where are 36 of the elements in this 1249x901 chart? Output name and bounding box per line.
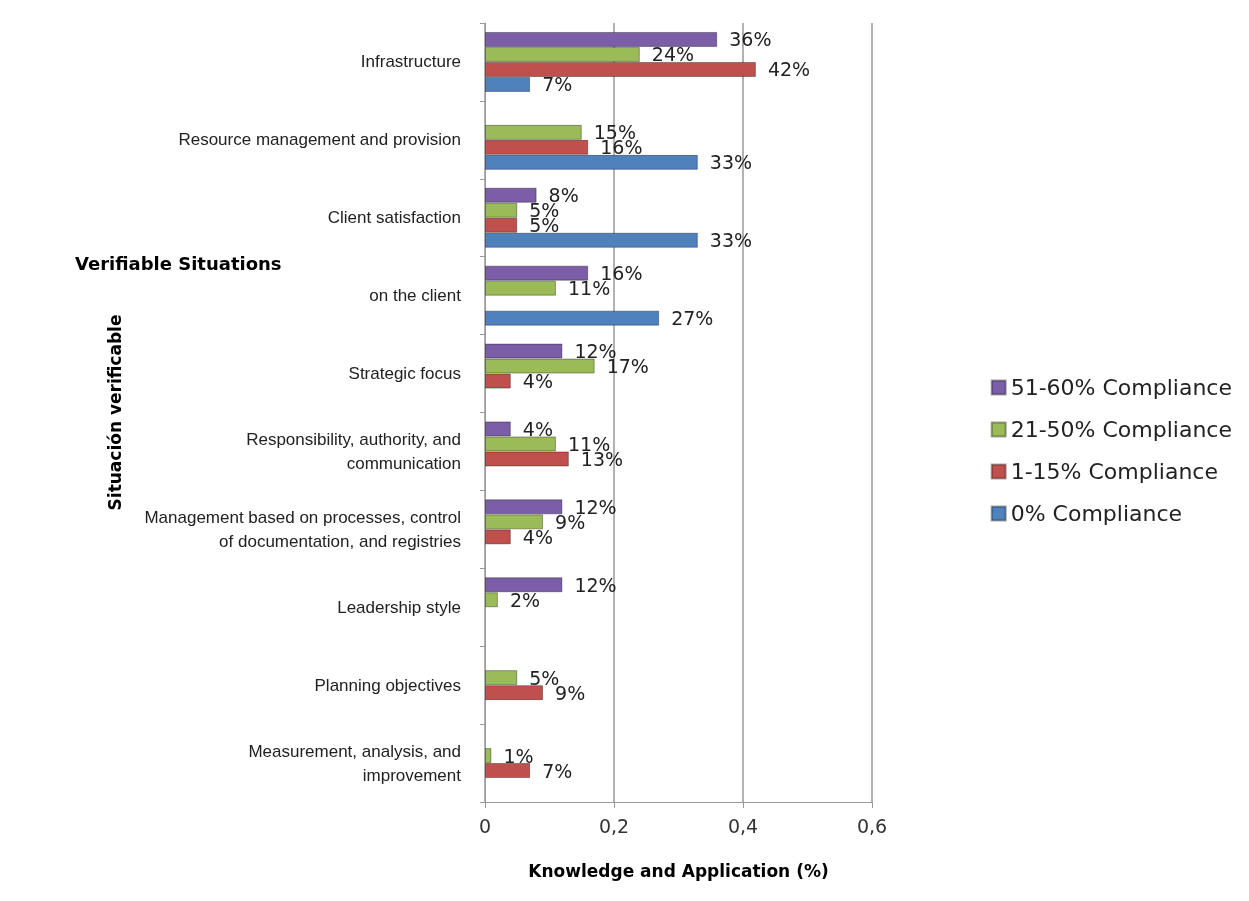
- data-label: 1%: [503, 744, 534, 767]
- y-axis-title: Situación verificable: [104, 314, 125, 511]
- data-label: 7%: [542, 73, 573, 96]
- y-tick-label: Infrastructure: [360, 52, 461, 72]
- y-tick-label: Leadership style: [337, 597, 461, 617]
- y-tick-label: Resource management and provision: [178, 130, 461, 150]
- data-label: 24%: [651, 43, 695, 66]
- legend-label: 51-60% Compliance: [1010, 375, 1233, 400]
- y-tick-label: Responsibility, authority, and communication: [246, 429, 461, 473]
- data-label: 33%: [709, 229, 753, 252]
- x-tick-label: 0,2: [598, 814, 630, 837]
- data-label: 33%: [709, 151, 753, 174]
- y-tick-label: Client satisfaction: [327, 208, 461, 228]
- data-label: 4%: [522, 525, 553, 548]
- y-tick-label: Planning objectives: [314, 675, 461, 695]
- x-axis-title: Knowledge and Application (%): [528, 860, 829, 881]
- data-label: 36%: [729, 28, 772, 51]
- data-label: 27%: [671, 307, 714, 330]
- y-tick-label: on the client: [369, 286, 462, 306]
- y-tick-label: Measurement, analysis, and improvement: [248, 741, 462, 785]
- data-label: 12%: [574, 573, 617, 596]
- legend-label: 1-15% Compliance: [1010, 459, 1219, 484]
- legend-label: 0% Compliance: [1010, 501, 1183, 526]
- y-tick-label: Management based on processes, control of documentation, and registries: [144, 507, 461, 551]
- text: Verifiable Situations: [75, 252, 282, 274]
- y-tick-label: Strategic focus: [348, 364, 461, 384]
- data-label: 2%: [509, 588, 541, 611]
- x-tick-label: 0,4: [727, 814, 759, 837]
- data-label: 42%: [767, 58, 811, 81]
- data-label: 7%: [542, 759, 573, 782]
- data-label: 4%: [522, 417, 553, 440]
- x-tick-label: 0,6: [856, 814, 888, 837]
- data-label: 4%: [522, 370, 553, 393]
- bar: [485, 310, 660, 326]
- legend-label: 21-50% Compliance: [1010, 417, 1233, 442]
- x-tick-label: 0: [478, 814, 492, 837]
